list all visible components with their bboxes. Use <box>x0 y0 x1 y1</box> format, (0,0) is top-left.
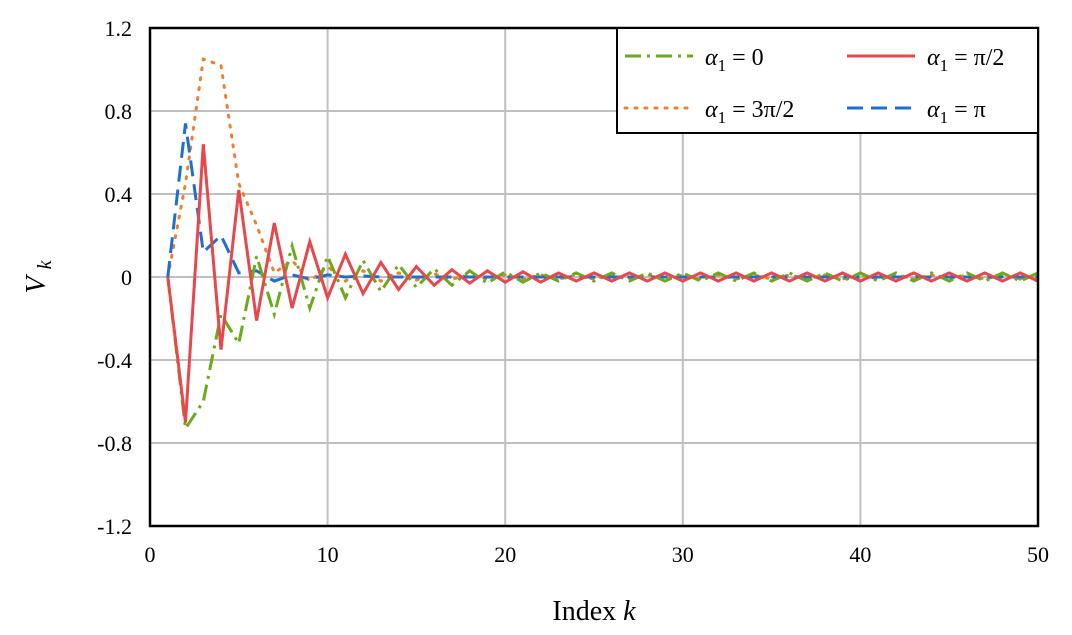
y-axis-label: V k <box>21 259 56 293</box>
y-tick-label: 0 <box>121 265 132 290</box>
legend-box <box>616 27 1039 134</box>
legend: α1 = 0 α1 = π/2 α1 = 3π/2 α1 = π <box>616 27 1039 134</box>
y-tick-label: -1.2 <box>97 514 132 539</box>
legend-entry: α1 = 0 <box>705 45 764 75</box>
x-axis-label-text: Index <box>552 596 616 627</box>
x-axis-label-var: k <box>623 596 636 627</box>
x-tick-label: 40 <box>849 542 871 567</box>
tick-labels: 0 10 20 30 40 50 -1.2 -0.8 -0.4 0 0.4 0.8 1.2 <box>97 16 1049 567</box>
x-tick-label: 10 <box>317 542 339 567</box>
y-tick-label: 0.4 <box>105 182 133 207</box>
x-tick-label: 0 <box>145 542 156 567</box>
plot-frame <box>148 26 1040 528</box>
x-axis-label: Index k <box>552 596 636 627</box>
legend-entry: α1 = π/2 <box>927 45 1004 75</box>
series-line-1 <box>166 144 1039 423</box>
legend-entry: α1 = π <box>927 97 986 127</box>
series-line-3 <box>166 123 1038 283</box>
y-tick-label: 0.8 <box>105 99 133 124</box>
x-tick-label: 50 <box>1027 542 1049 567</box>
x-tick-label: 30 <box>672 542 694 567</box>
series-lines <box>166 57 1040 433</box>
y-axis-label-var: V <box>21 274 52 294</box>
x-tick-label: 20 <box>494 542 516 567</box>
series-line-0 <box>166 240 1039 433</box>
y-tick-label: -0.8 <box>97 431 132 456</box>
y-tick-label: -0.4 <box>97 348 132 373</box>
y-axis-label-sub: k <box>34 259 56 269</box>
legend-entry: α1 = 3π/2 <box>705 97 794 127</box>
y-tick-label: 1.2 <box>105 16 133 41</box>
